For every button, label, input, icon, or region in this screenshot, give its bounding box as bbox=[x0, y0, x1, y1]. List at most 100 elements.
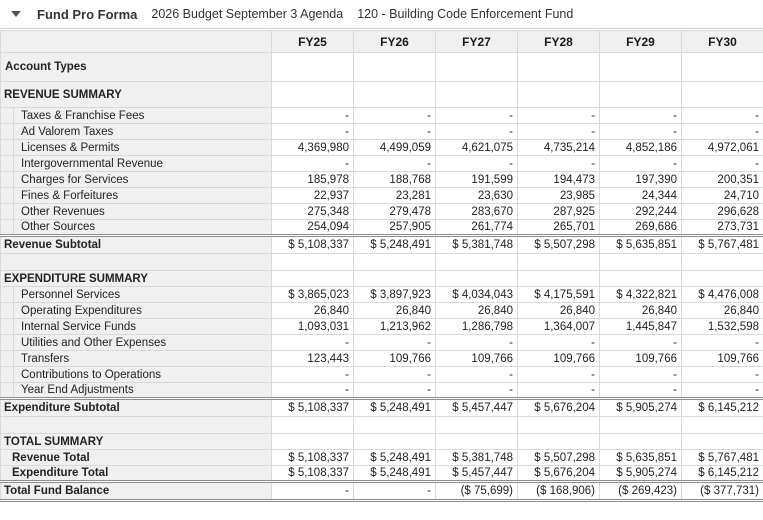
value-cell: $ 5,248,491 bbox=[353, 465, 436, 482]
value-cell: 26,840 bbox=[517, 302, 600, 319]
value-cell bbox=[599, 253, 682, 271]
value-cell: 283,670 bbox=[435, 203, 518, 220]
value-cell bbox=[353, 433, 436, 450]
value-cell: 109,766 bbox=[599, 350, 682, 367]
value-cell: $ 5,905,274 bbox=[599, 397, 682, 417]
row-label: Total Fund Balance bbox=[0, 480, 272, 502]
value-cell bbox=[517, 433, 600, 450]
table-row bbox=[0, 416, 763, 434]
value-cell: ($ 168,906) bbox=[517, 480, 600, 502]
row-label: Revenue Total bbox=[0, 449, 272, 466]
row-label: Personnel Services bbox=[0, 286, 272, 303]
value-cell: $ 5,507,298 bbox=[517, 234, 600, 254]
value-cell bbox=[599, 52, 682, 82]
value-cell: - bbox=[353, 334, 436, 351]
value-cell bbox=[599, 81, 682, 108]
value-cell: 26,840 bbox=[271, 302, 354, 319]
value-cell: - bbox=[517, 382, 600, 399]
row-label: Year End Adjustments bbox=[0, 382, 272, 399]
column-header-fy28: FY28 bbox=[517, 30, 600, 53]
value-cell: - bbox=[681, 107, 763, 124]
value-cell: $ 5,767,481 bbox=[681, 234, 763, 254]
value-cell bbox=[681, 433, 763, 450]
value-cell bbox=[271, 52, 354, 82]
value-cell: 4,621,075 bbox=[435, 139, 518, 156]
value-cell: 123,443 bbox=[271, 350, 354, 367]
value-cell: 273,731 bbox=[681, 219, 763, 236]
value-cell: 1,364,007 bbox=[517, 318, 600, 335]
value-cell: - bbox=[271, 480, 354, 502]
row-label: Revenue Subtotal bbox=[0, 234, 272, 254]
value-cell bbox=[599, 433, 682, 450]
value-cell: $ 3,897,923 bbox=[353, 286, 436, 303]
value-cell: $ 5,457,447 bbox=[435, 465, 518, 482]
value-cell: 287,925 bbox=[517, 203, 600, 220]
value-cell: - bbox=[271, 155, 354, 172]
value-cell: - bbox=[435, 382, 518, 399]
value-cell: $ 5,248,491 bbox=[353, 397, 436, 417]
value-cell: 1,532,598 bbox=[681, 318, 763, 335]
value-cell: - bbox=[435, 107, 518, 124]
value-cell: $ 4,476,008 bbox=[681, 286, 763, 303]
value-cell: ($ 377,731) bbox=[681, 480, 763, 502]
value-cell: $ 5,248,491 bbox=[353, 449, 436, 466]
collapse-caret-icon[interactable] bbox=[9, 5, 27, 23]
column-header-fy27: FY27 bbox=[435, 30, 518, 53]
value-cell bbox=[681, 416, 763, 434]
value-cell bbox=[271, 253, 354, 271]
value-cell bbox=[681, 52, 763, 82]
value-cell: $ 5,108,337 bbox=[271, 397, 354, 417]
column-header-blank bbox=[0, 30, 272, 53]
value-cell: 109,766 bbox=[681, 350, 763, 367]
column-header-row: FY25 FY26 FY27 FY28 FY29 FY30 bbox=[0, 30, 763, 53]
value-cell bbox=[517, 253, 600, 271]
value-cell: $ 5,108,337 bbox=[271, 449, 354, 466]
value-cell: 191,599 bbox=[435, 171, 518, 188]
value-cell: - bbox=[271, 107, 354, 124]
value-cell: 109,766 bbox=[517, 350, 600, 367]
value-cell: $ 5,507,298 bbox=[517, 449, 600, 466]
table-row: Charges for Services 185,978 188,768 191,59… bbox=[0, 171, 763, 188]
table-row: Fines & Forfeitures 22,937 23,281 23,630 23,… bbox=[0, 187, 763, 204]
value-cell: 292,244 bbox=[599, 203, 682, 220]
row-label: REVENUE SUMMARY bbox=[0, 81, 272, 108]
value-cell: - bbox=[517, 366, 600, 383]
value-cell: 26,840 bbox=[353, 302, 436, 319]
value-cell: 1,213,962 bbox=[353, 318, 436, 335]
value-cell: - bbox=[599, 382, 682, 399]
value-cell bbox=[435, 253, 518, 271]
row-label: Transfers bbox=[0, 350, 272, 367]
value-cell bbox=[271, 433, 354, 450]
value-cell bbox=[681, 270, 763, 287]
table-row: Contributions to Operations - - - - - - bbox=[0, 366, 763, 383]
pro-forma-table: FY25 FY26 FY27 FY28 FY29 FY30 Account Types RE… bbox=[0, 30, 763, 502]
value-cell: 26,840 bbox=[599, 302, 682, 319]
value-cell: - bbox=[353, 155, 436, 172]
value-cell: $ 5,248,491 bbox=[353, 234, 436, 254]
row-label: Expenditure Total bbox=[0, 465, 272, 482]
row-label: Utilities and Other Expenses bbox=[0, 334, 272, 351]
value-cell: 200,351 bbox=[681, 171, 763, 188]
value-cell bbox=[517, 81, 600, 108]
row-label bbox=[0, 416, 272, 434]
table-row: EXPENDITURE SUMMARY bbox=[0, 270, 763, 287]
value-cell: $ 5,635,851 bbox=[599, 234, 682, 254]
value-cell: $ 5,676,204 bbox=[517, 397, 600, 417]
value-cell: $ 5,635,851 bbox=[599, 449, 682, 466]
column-header-fy29: FY29 bbox=[599, 30, 682, 53]
value-cell: 26,840 bbox=[681, 302, 763, 319]
table-row: Account Types bbox=[0, 52, 763, 82]
row-label: Expenditure Subtotal bbox=[0, 397, 272, 417]
table-row: Licenses & Permits 4,369,980 4,499,059 4,62… bbox=[0, 139, 763, 156]
value-cell: - bbox=[599, 366, 682, 383]
value-cell bbox=[353, 416, 436, 434]
value-cell: - bbox=[681, 155, 763, 172]
value-cell bbox=[353, 52, 436, 82]
value-cell bbox=[435, 52, 518, 82]
value-cell bbox=[353, 253, 436, 271]
value-cell: $ 4,322,821 bbox=[599, 286, 682, 303]
row-label: Operating Expenditures bbox=[0, 302, 272, 319]
value-cell: - bbox=[681, 123, 763, 140]
value-cell bbox=[435, 270, 518, 287]
row-label: Other Revenues bbox=[0, 203, 272, 220]
